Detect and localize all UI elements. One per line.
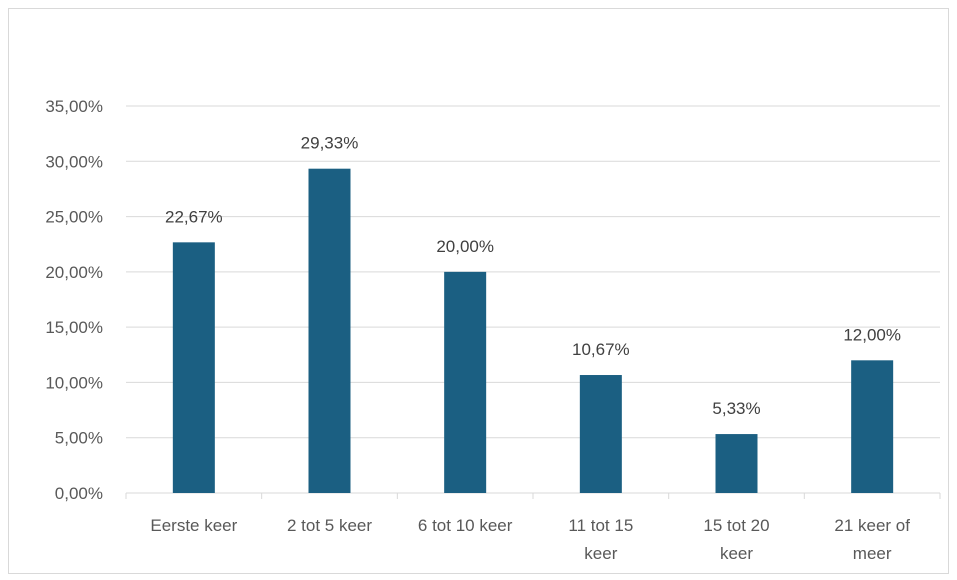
x-tick-label: 15 tot 20	[703, 516, 769, 535]
y-tick-label: 30,00%	[45, 152, 103, 171]
y-tick-label: 20,00%	[45, 263, 103, 282]
bar	[172, 242, 215, 493]
y-tick-label: 15,00%	[45, 318, 103, 337]
bar	[444, 271, 487, 493]
x-tick-label: 21 keer of	[834, 516, 910, 535]
x-tick-label: 2 tot 5 keer	[287, 516, 372, 535]
x-tick-label: 11 tot 15	[568, 516, 633, 535]
y-tick-label: 35,00%	[45, 97, 103, 116]
data-label: 5,33%	[712, 399, 760, 418]
y-tick-label: 0,00%	[55, 484, 103, 503]
bar	[851, 360, 894, 493]
x-tick-label: meer	[853, 544, 892, 563]
bar	[715, 434, 758, 493]
data-label: 22,67%	[165, 207, 223, 226]
data-label: 20,00%	[436, 237, 494, 256]
x-tick-label: keer	[584, 544, 617, 563]
y-tick-label: 5,00%	[55, 429, 103, 448]
y-tick-label: 10,00%	[45, 373, 103, 392]
bar	[308, 168, 351, 493]
data-label: 12,00%	[843, 325, 901, 344]
y-tick-label: 25,00%	[45, 208, 103, 227]
data-label: 29,33%	[301, 134, 359, 153]
x-tick-label: 6 tot 10 keer	[418, 516, 513, 535]
x-tick-label: Eerste keer	[150, 516, 237, 535]
x-tick-label: keer	[720, 544, 753, 563]
data-label: 10,67%	[572, 340, 630, 359]
bar	[579, 375, 622, 493]
